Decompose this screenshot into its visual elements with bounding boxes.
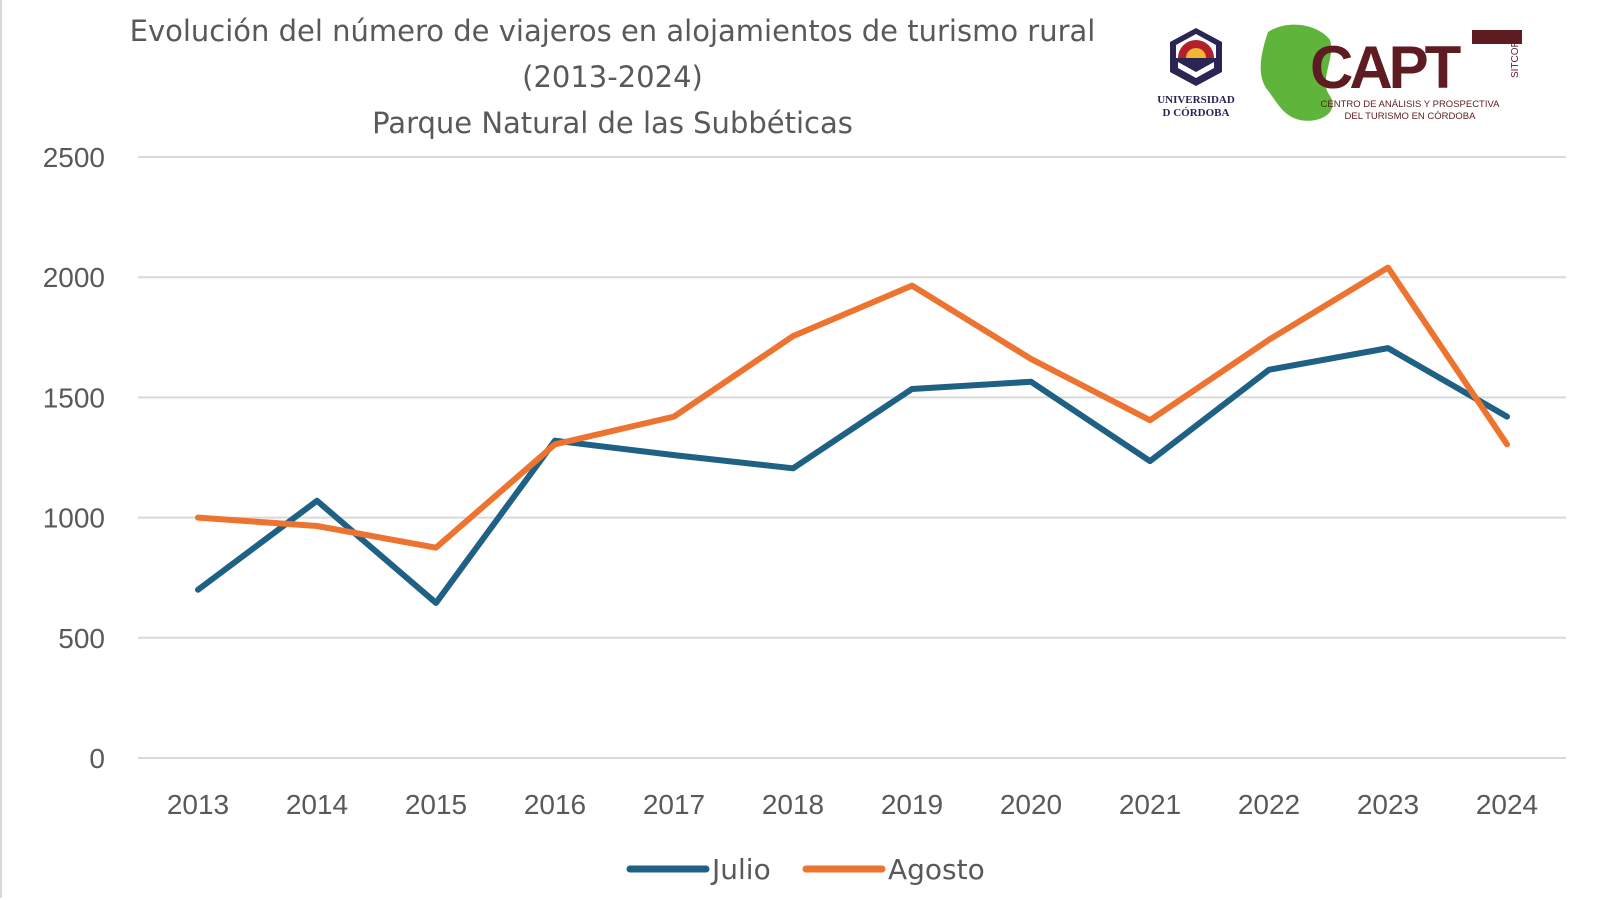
svg-text:CAPT: CAPT	[1310, 34, 1461, 101]
title-line-1: Evolución del número de viajeros en aloj…	[129, 14, 1096, 48]
y-tick-label: 500	[58, 623, 105, 654]
y-tick-label: 0	[89, 743, 105, 774]
svg-text:DEL TURISMO EN CÓRDOBA: DEL TURISMO EN CÓRDOBA	[1345, 111, 1477, 122]
series-lines	[195, 264, 1510, 606]
series-line-julio	[195, 345, 1510, 606]
y-axis-ticks: 0 500 1000 1500 2000 2500	[43, 142, 105, 774]
x-tick-label: 2017	[643, 789, 705, 820]
gridlines	[138, 156, 1566, 759]
x-tick-label: 2020	[1000, 789, 1062, 820]
y-tick-label: 2500	[43, 142, 105, 173]
x-tick-label: 2015	[405, 789, 467, 820]
x-tick-label: 2024	[1476, 789, 1538, 820]
x-tick-label: 2013	[167, 789, 229, 820]
svg-text:D CÓRDOBA: D CÓRDOBA	[1163, 107, 1230, 119]
x-tick-label: 2023	[1357, 789, 1419, 820]
svg-text:SITCOR: SITCOR	[1510, 40, 1521, 78]
x-axis-ticks: 2013 2014 2015 2016 2017 2018 2019 2020 2021 2022…	[167, 789, 1538, 820]
x-tick-label: 2021	[1119, 789, 1181, 820]
x-tick-label: 2016	[524, 789, 586, 820]
y-tick-label: 1000	[43, 503, 105, 534]
chart-title: Evolución del número de viajeros en aloj…	[90, 8, 1135, 146]
capt-logo: CAPT SITCOR CENTRO DE ANÁLISIS Y PROSPEC…	[1260, 24, 1522, 122]
x-tick-label: 2022	[1238, 789, 1300, 820]
legend-label-agosto: Agosto	[888, 853, 985, 886]
chart-subtitle: Parque Natural de las Subbéticas	[372, 106, 853, 140]
title-line-2: (2013-2024)	[522, 60, 703, 94]
x-tick-label: 2019	[881, 789, 943, 820]
universidad-cordoba-logo: UNIVERSIDAD D CÓRDOBA	[1157, 28, 1235, 119]
legend-label-julio: Julio	[710, 853, 771, 886]
legend: Julio Agosto	[626, 853, 985, 886]
x-tick-label: 2018	[762, 789, 824, 820]
svg-text:CENTRO DE ANÁLISIS Y PROSPECTI: CENTRO DE ANÁLISIS Y PROSPECTIVA	[1321, 99, 1501, 110]
y-tick-label: 2000	[43, 262, 105, 293]
x-tick-label: 2014	[286, 789, 348, 820]
svg-text:UNIVERSIDAD: UNIVERSIDAD	[1157, 94, 1235, 106]
series-line-agosto	[195, 264, 1510, 551]
y-tick-label: 1500	[43, 382, 105, 413]
